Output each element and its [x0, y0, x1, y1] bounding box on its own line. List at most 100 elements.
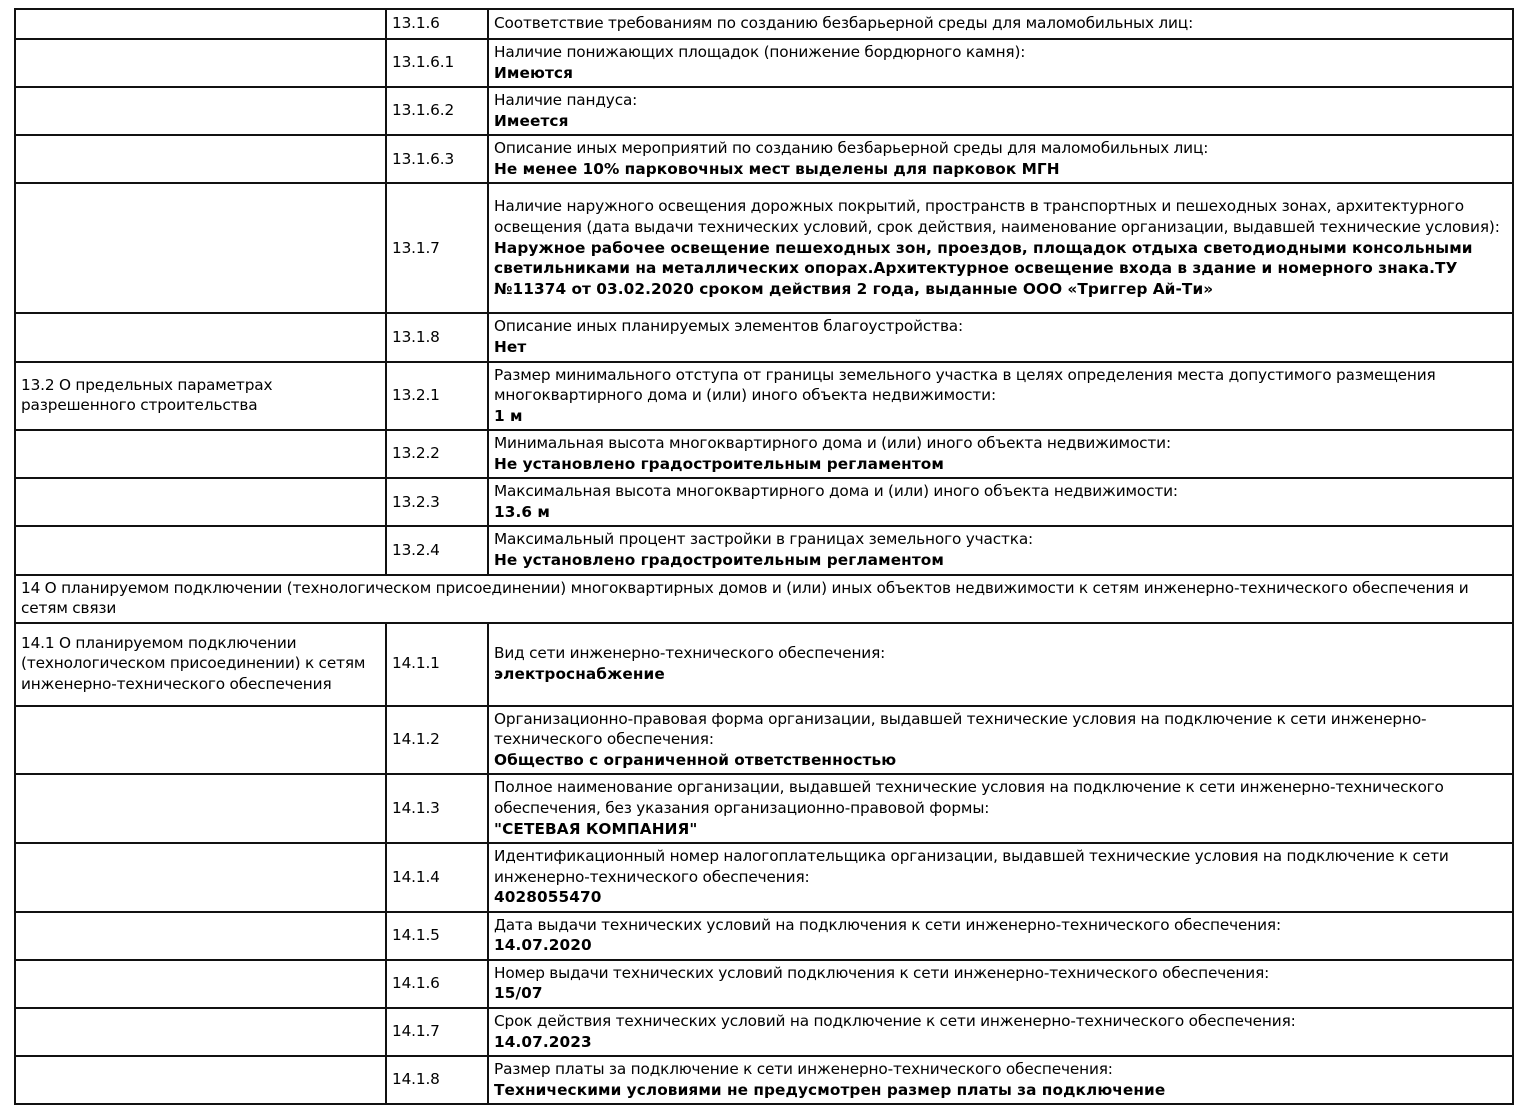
section-header-cell: 14 О планируемом подключении (технологич… — [14, 573, 1514, 624]
table-row: 13.1.6.2 Наличие пандуса: Имеется — [14, 86, 1514, 137]
clause-number-cell: 14.1.2 — [385, 704, 489, 776]
clause-number-cell: 14.1.6 — [385, 958, 489, 1010]
clause-content-cell: Максимальный процент застройки в граница… — [487, 525, 1514, 576]
clause-question: Наличие пандуса: — [494, 91, 638, 110]
clause-question: Минимальная высота многоквартирного дома… — [494, 434, 1171, 453]
section-label-cell-empty — [14, 773, 387, 845]
clause-content-cell: Размер минимального отступа от границы з… — [487, 360, 1514, 432]
section-label-cell-empty — [14, 842, 387, 913]
clause-question: Наличие наружного освещения дорожных пок… — [494, 197, 1500, 237]
table-row: 14.1 О планируемом подключении (технолог… — [14, 621, 1514, 707]
clause-answer: Не установлено градостроительным регламе… — [494, 454, 945, 473]
clause-question: Описание иных мероприятий по созданию бе… — [494, 139, 1209, 158]
clause-content-cell: Наличие наружного освещения дорожных пок… — [487, 182, 1514, 315]
clause-number-cell: 13.2.3 — [385, 477, 489, 528]
section-label-cell-empty — [14, 525, 387, 576]
clause-question: Наличие понижающих площадок (понижение б… — [494, 43, 1026, 61]
clause-content-cell: Минимальная высота многоквартирного дома… — [487, 429, 1514, 480]
clause-content-cell: Срок действия технических условий на под… — [487, 1006, 1514, 1058]
table-row: 14.1.6 Номер выдачи технических условий п… — [14, 958, 1514, 1010]
clause-answer: электроснабжение — [494, 664, 665, 683]
table-row: 14.1.2 Организационно-правовая форма орга… — [14, 704, 1514, 776]
clause-answer: 1 м — [494, 406, 523, 425]
clause-answer: Наружное рабочее освещение пешеходных зо… — [494, 238, 1473, 298]
clause-answer: 14.07.2023 — [494, 1032, 592, 1051]
section-label-cell-empty — [14, 312, 387, 363]
section-label-cell: 14.1 О планируемом подключении (технолог… — [14, 621, 387, 707]
clause-question: Соответствие требованиям по созданию без… — [494, 14, 1194, 33]
clause-number-cell: 13.1.6.2 — [385, 86, 489, 137]
clause-answer: 4028055470 — [494, 888, 602, 907]
clause-question: Номер выдачи технических условий подключ… — [494, 963, 1270, 982]
table-row: 13.2.4 Максимальный процент застройки в г… — [14, 525, 1514, 576]
clause-question: Вид сети инженерно-технического обеспече… — [494, 644, 886, 663]
clause-number-cell: 14.1.5 — [385, 910, 489, 961]
section-label-cell-empty — [14, 1006, 387, 1058]
clause-number-cell: 14.1.8 — [385, 1055, 489, 1105]
section-label-cell-empty — [14, 477, 387, 528]
clause-number-cell: 13.2.4 — [385, 525, 489, 576]
clause-content-cell: Идентификационный номер налогоплательщик… — [487, 842, 1514, 913]
clause-question: Максимальная высота многоквартирного дом… — [494, 482, 1178, 501]
clause-content-cell: Размер платы за подключение к сети инжен… — [487, 1055, 1514, 1105]
table-row: 13.1.8 Описание иных планируемых элементо… — [14, 312, 1514, 363]
table-row: 13.1.6.3 Описание иных мероприятий по соз… — [14, 134, 1514, 185]
clause-question: Срок действия технических условий на под… — [494, 1012, 1296, 1030]
declaration-table: 13.1.6 Соответствие требованиям по создан… — [14, 8, 1514, 1105]
clause-content-cell: Описание иных мероприятий по созданию бе… — [487, 134, 1514, 185]
clause-number-cell: 13.1.8 — [385, 312, 489, 363]
section-label-cell-empty — [14, 429, 387, 480]
table-row: 13.2.3 Максимальная высота многоквартирно… — [14, 477, 1514, 528]
table-row: 13.2.2 Минимальная высота многоквартирног… — [14, 429, 1514, 480]
section-label-cell-empty — [14, 37, 387, 89]
table-row: 14.1.8 Размер платы за подключение к сети… — [14, 1055, 1514, 1105]
table-row: 14.1.5 Дата выдачи технических условий на… — [14, 910, 1514, 961]
clause-content-cell: Наличие понижающих площадок (понижение б… — [487, 37, 1514, 89]
table-row: 14.1.3 Полное наименование организации, в… — [14, 773, 1514, 845]
clause-content-cell: Соответствие требованиям по созданию без… — [487, 8, 1514, 40]
clause-number-cell: 13.1.7 — [385, 182, 489, 315]
clause-answer: Нет — [494, 337, 527, 356]
clause-content-cell: Номер выдачи технических условий подключ… — [487, 958, 1514, 1010]
clause-question: Дата выдачи технических условий на подкл… — [494, 915, 1281, 934]
clause-question: Описание иных планируемых элементов благ… — [494, 317, 964, 336]
section-label-cell-empty — [14, 134, 387, 185]
clause-answer: Не менее 10% парковочных мест выделены д… — [494, 159, 1060, 178]
clause-question: Размер платы за подключение к сети инжен… — [494, 1060, 1113, 1079]
table-row: 13.2 О предельных параметрах разрешенног… — [14, 360, 1514, 432]
clause-question: Организационно-правовая форма организаци… — [494, 709, 1427, 749]
table-row: 14.1.4 Идентификационный номер налогоплат… — [14, 842, 1514, 913]
table-row: 13.1.6.1 Наличие понижающих площадок (пон… — [14, 37, 1514, 89]
clause-answer: 14.07.2020 — [494, 936, 592, 955]
clause-answer: Общество с ограниченной ответственностью — [494, 750, 897, 769]
clause-answer: 15/07 — [494, 984, 543, 1003]
clause-answer: Техническими условиями не предусмотрен р… — [494, 1080, 1166, 1099]
clause-question: Полное наименование организации, выдавше… — [494, 778, 1444, 817]
clause-content-cell: Описание иных планируемых элементов благ… — [487, 312, 1514, 363]
clause-number-cell: 13.1.6.1 — [385, 37, 489, 89]
document-page: 13.1.6 Соответствие требованиям по создан… — [14, 8, 1514, 1105]
section-label-cell-empty — [14, 958, 387, 1010]
clause-content-cell: Наличие пандуса: Имеется — [487, 86, 1514, 137]
clause-number-cell: 14.1.4 — [385, 842, 489, 913]
clause-content-cell: Максимальная высота многоквартирного дом… — [487, 477, 1514, 528]
clause-number-cell: 13.1.6 — [385, 8, 489, 40]
clause-answer: Имеются — [494, 63, 574, 82]
table-body: 13.1.6 Соответствие требованиям по создан… — [14, 8, 1514, 1105]
clause-answer: "СЕТЕВАЯ КОМПАНИЯ" — [494, 819, 698, 838]
clause-number-cell: 14.1.3 — [385, 773, 489, 845]
clause-answer: Имеется — [494, 111, 569, 130]
table-row: 13.1.7 Наличие наружного освещения дорожн… — [14, 182, 1514, 315]
clause-content-cell: Вид сети инженерно-технического обеспече… — [487, 621, 1514, 707]
clause-answer: Не установлено градостроительным регламе… — [494, 551, 945, 569]
section-label-cell-empty — [14, 8, 387, 40]
clause-number-cell: 13.2.1 — [385, 360, 489, 432]
clause-answer: 13.6 м — [494, 502, 550, 521]
section-label-cell-empty — [14, 1055, 387, 1105]
table-row: 14.1.7 Срок действия технических условий … — [14, 1006, 1514, 1058]
clause-content-cell: Дата выдачи технических условий на подкл… — [487, 910, 1514, 961]
table-row: 13.1.6 Соответствие требованиям по создан… — [14, 8, 1514, 40]
table-row: 14 О планируемом подключении (технологич… — [14, 573, 1514, 624]
clause-number-cell: 14.1.7 — [385, 1006, 489, 1058]
section-label-cell-empty — [14, 704, 387, 776]
